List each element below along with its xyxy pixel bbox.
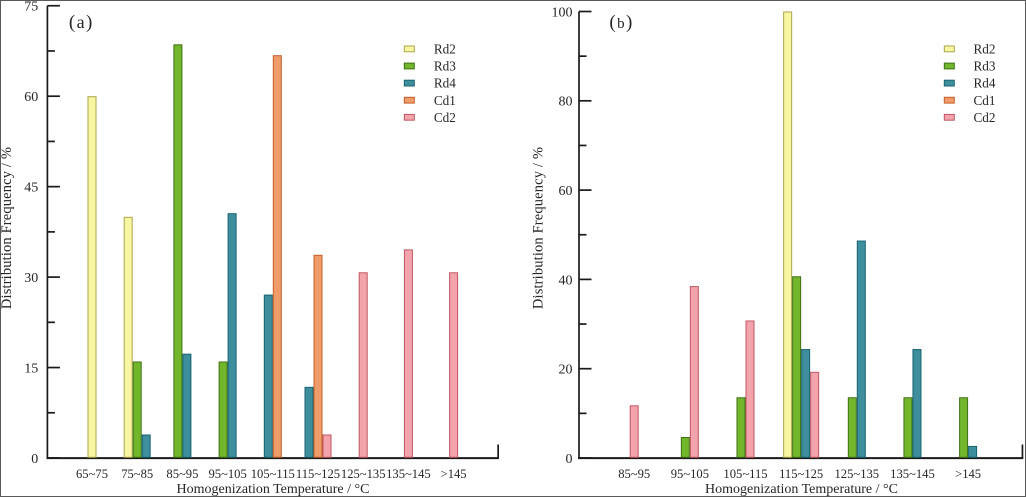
svg-text:Rd3: Rd3: [434, 59, 456, 74]
svg-text:Rd4: Rd4: [974, 76, 996, 91]
svg-text:105~115: 105~115: [251, 467, 295, 481]
svg-text:0: 0: [566, 452, 573, 467]
svg-text:Distribution Frequency / %: Distribution Frequency / %: [0, 147, 15, 309]
svg-text:Cd1: Cd1: [974, 93, 996, 108]
svg-text:135~145: 135~145: [890, 467, 935, 481]
svg-text:125~135: 125~135: [341, 467, 386, 481]
svg-text:0: 0: [31, 452, 38, 467]
svg-text:80: 80: [559, 95, 573, 110]
svg-text:Rd2: Rd2: [974, 42, 996, 57]
svg-text:Homogenization Temperature / °: Homogenization Temperature / °C: [177, 482, 370, 497]
svg-text:Cd2: Cd2: [974, 110, 996, 125]
svg-text:105~115: 105~115: [723, 467, 767, 481]
svg-text:135~145: 135~145: [386, 467, 431, 481]
svg-text:100: 100: [552, 5, 573, 20]
svg-text:95~105: 95~105: [208, 467, 246, 481]
svg-text:45: 45: [24, 181, 38, 196]
svg-text:115~125: 115~125: [296, 467, 340, 481]
svg-text:75: 75: [24, 0, 38, 15]
svg-text:(a): (a): [69, 12, 94, 33]
svg-text:60: 60: [559, 184, 573, 199]
svg-text:40: 40: [559, 273, 573, 288]
svg-text:>145: >145: [441, 467, 467, 481]
svg-text:125~135: 125~135: [834, 467, 879, 481]
svg-text:15: 15: [24, 361, 38, 376]
svg-text:Rd3: Rd3: [974, 59, 996, 74]
svg-text:Cd1: Cd1: [434, 93, 456, 108]
svg-text:85~95: 85~95: [618, 467, 650, 481]
svg-text:20: 20: [559, 363, 573, 378]
svg-text:>145: >145: [955, 467, 981, 481]
svg-text:Homogenization Temperature / °: Homogenization Temperature / °C: [705, 482, 898, 497]
svg-text:115~125: 115~125: [779, 467, 823, 481]
svg-text:Cd2: Cd2: [434, 110, 456, 125]
svg-text:95~105: 95~105: [671, 467, 709, 481]
svg-text:75~85: 75~85: [121, 467, 153, 481]
svg-text:Rd4: Rd4: [434, 76, 456, 91]
svg-text:Rd2: Rd2: [434, 42, 456, 57]
svg-text:65~75: 65~75: [76, 467, 108, 481]
svg-text:30: 30: [24, 271, 38, 286]
svg-text:60: 60: [24, 90, 38, 105]
svg-text:(b): (b): [609, 12, 633, 33]
svg-text:85~95: 85~95: [166, 467, 198, 481]
svg-text:Distribution Frequency / %: Distribution Frequency / %: [531, 147, 547, 309]
